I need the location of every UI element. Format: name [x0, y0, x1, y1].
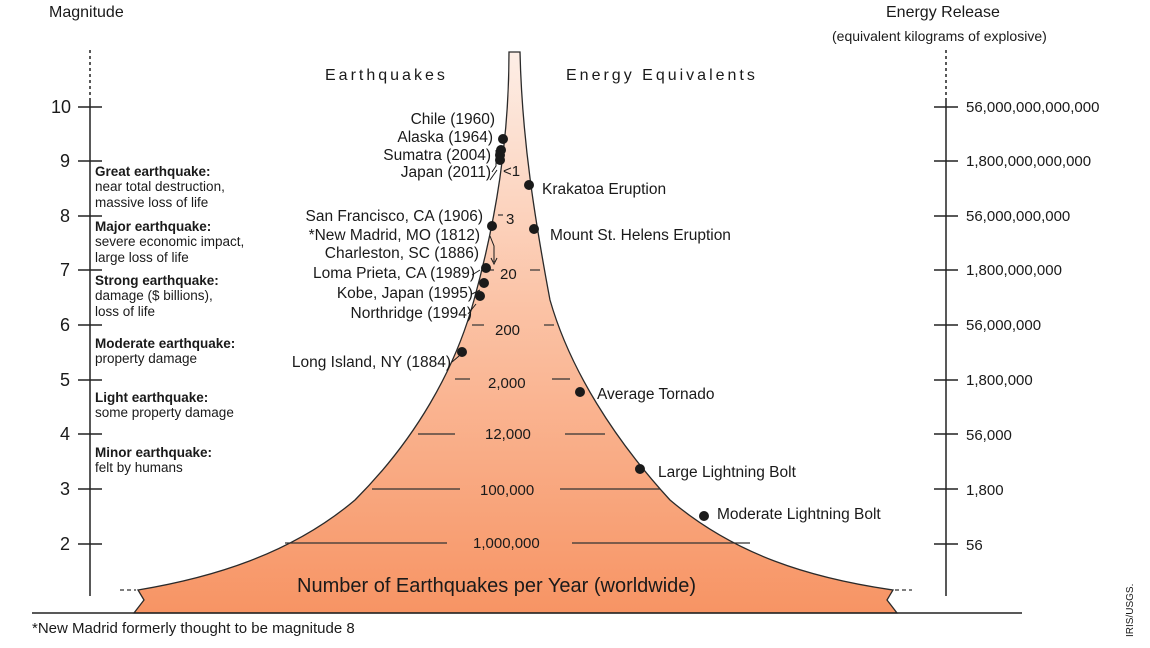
energy-equivalents-heading: Energy Equivalents — [566, 67, 758, 84]
earthquake-label-loma-prieta: Loma Prieta, CA (1989) — [313, 265, 475, 282]
image-credit: IRIS/USGS. — [1125, 583, 1136, 637]
energy-tick-7: 1,800,000,000 — [966, 262, 1062, 279]
earthquake-label-northridge: Northridge (1994) — [350, 305, 472, 322]
magnitude-tick-4: 4 — [60, 424, 71, 444]
footnote: *New Madrid formerly thought to be magni… — [32, 620, 355, 637]
energy-label-moderate-lightning: Moderate Lightning Bolt — [717, 506, 881, 523]
earthquake-label-sumatra: Sumatra (2004) — [383, 147, 491, 164]
energy-label-large-lightning: Large Lightning Bolt — [658, 464, 796, 481]
category-major: Major earthquake: severe economic impact… — [95, 219, 244, 265]
category-title: Strong earthquake: — [95, 273, 219, 288]
category-light: Light earthquake: some property damage — [95, 390, 234, 421]
category-desc-line: felt by humans — [95, 460, 183, 475]
earthquake-label-new-madrid: *New Madrid, MO (1812) — [308, 227, 480, 244]
energy-label-krakatoa: Krakatoa Eruption — [542, 181, 667, 198]
energy-dot-moderate-lightning — [699, 511, 709, 521]
earthquake-markers — [457, 134, 508, 357]
category-desc-line: large loss of life — [95, 249, 189, 265]
count-lt1: <1 — [503, 163, 521, 180]
category-desc-line: severe economic impact, — [95, 234, 245, 249]
category-title: Light earthquake: — [95, 390, 209, 405]
count-3: 3 — [506, 211, 515, 228]
count-100000: 100,000 — [480, 482, 535, 499]
energy-tick-4: 56,000 — [966, 427, 1012, 444]
magnitude-tick-7: 7 — [60, 260, 71, 280]
category-great: Great earthquake: near total destruction… — [95, 164, 225, 210]
magnitude-tick-2: 2 — [60, 534, 71, 554]
earthquake-label-kobe: Kobe, Japan (1995) — [336, 285, 473, 302]
earthquake-dot-chile — [498, 134, 508, 144]
category-moderate: Moderate earthquake: property damage — [95, 336, 235, 367]
energy-dot-st-helens — [529, 224, 539, 234]
energy-label-tornado: Average Tornado — [597, 386, 715, 403]
category-title: Great earthquake: — [95, 164, 211, 179]
energy-markers — [524, 180, 709, 521]
earthquake-label-japan: Japan (2011) — [400, 164, 491, 181]
category-desc-line: some property damage — [95, 405, 234, 420]
magnitude-tick-8: 8 — [60, 206, 71, 226]
earthquakes-heading: Earthquakes — [325, 67, 448, 84]
earthquake-label-long-island: Long Island, NY (1884) — [291, 354, 451, 371]
energy-tick-8: 56,000,000,000 — [966, 208, 1071, 225]
right-axis-ticks — [934, 106, 958, 545]
count-200: 200 — [495, 322, 521, 339]
earthquake-label-chile: Chile (1960) — [410, 111, 495, 128]
category-title: Moderate earthquake: — [95, 336, 236, 351]
earthquake-label-alaska: Alaska (1964) — [397, 129, 493, 146]
energy-tick-6: 56,000,000 — [966, 317, 1042, 334]
category-desc-line: massive loss of life — [95, 194, 209, 210]
earthquake-dot-long-island — [457, 347, 467, 357]
right-axis-title: Energy Release — [886, 4, 1000, 21]
energy-tick-10: 56,000,000,000,000 — [966, 99, 1100, 116]
earthquake-dot-japan — [495, 155, 505, 165]
magnitude-tick-10: 10 — [51, 97, 72, 117]
magnitude-tick-3: 3 — [60, 479, 71, 499]
earthquake-label-san-francisco: San Francisco, CA (1906) — [305, 208, 483, 225]
category-strong: Strong earthquake: damage ($ billions), … — [95, 273, 219, 319]
category-desc-line: property damage — [95, 351, 198, 366]
category-desc-line: near total destruction, — [95, 179, 225, 194]
energy-dot-large-lightning — [635, 464, 645, 474]
earthquake-dot-loma-prieta — [481, 263, 491, 273]
magnitude-tick-9: 9 — [60, 151, 71, 171]
count-2000: 2,000 — [488, 375, 526, 392]
energy-label-st-helens: Mount St. Helens Eruption — [550, 227, 731, 244]
leader-lines — [451, 150, 498, 363]
energy-tick-9: 1,800,000,000,000 — [966, 153, 1092, 170]
left-axis-title: Magnitude — [49, 4, 124, 21]
funnel-bottom-label: Number of Earthquakes per Year (worldwid… — [297, 575, 697, 597]
right-axis-subtitle: (equivalent kilograms of explosive) — [832, 28, 1047, 44]
magnitude-tick-6: 6 — [60, 315, 71, 335]
left-axis-ticks — [78, 106, 102, 545]
earthquake-label-charleston: Charleston, SC (1886) — [324, 245, 479, 262]
earthquake-dot-kobe — [479, 278, 489, 288]
category-title: Minor earthquake: — [95, 445, 213, 460]
category-desc-line: damage ($ billions), — [95, 288, 213, 303]
count-12000: 12,000 — [485, 426, 531, 443]
count-1000000: 1,000,000 — [473, 535, 540, 552]
energy-tick-2: 56 — [966, 537, 983, 554]
energy-dot-tornado — [575, 387, 585, 397]
earthquake-dot-san-francisco — [487, 221, 497, 231]
category-desc-line: loss of life — [95, 303, 156, 319]
count-20: 20 — [500, 266, 517, 283]
count-rules — [285, 214, 750, 544]
energy-dot-krakatoa — [524, 180, 534, 190]
magnitude-tick-5: 5 — [60, 370, 71, 390]
energy-tick-3: 1,800 — [966, 482, 1004, 499]
energy-tick-5: 1,800,000 — [966, 372, 1033, 389]
category-minor: Minor earthquake: felt by humans — [95, 445, 212, 476]
category-title: Major earthquake: — [95, 219, 212, 234]
earthquake-dot-northridge — [475, 291, 485, 301]
